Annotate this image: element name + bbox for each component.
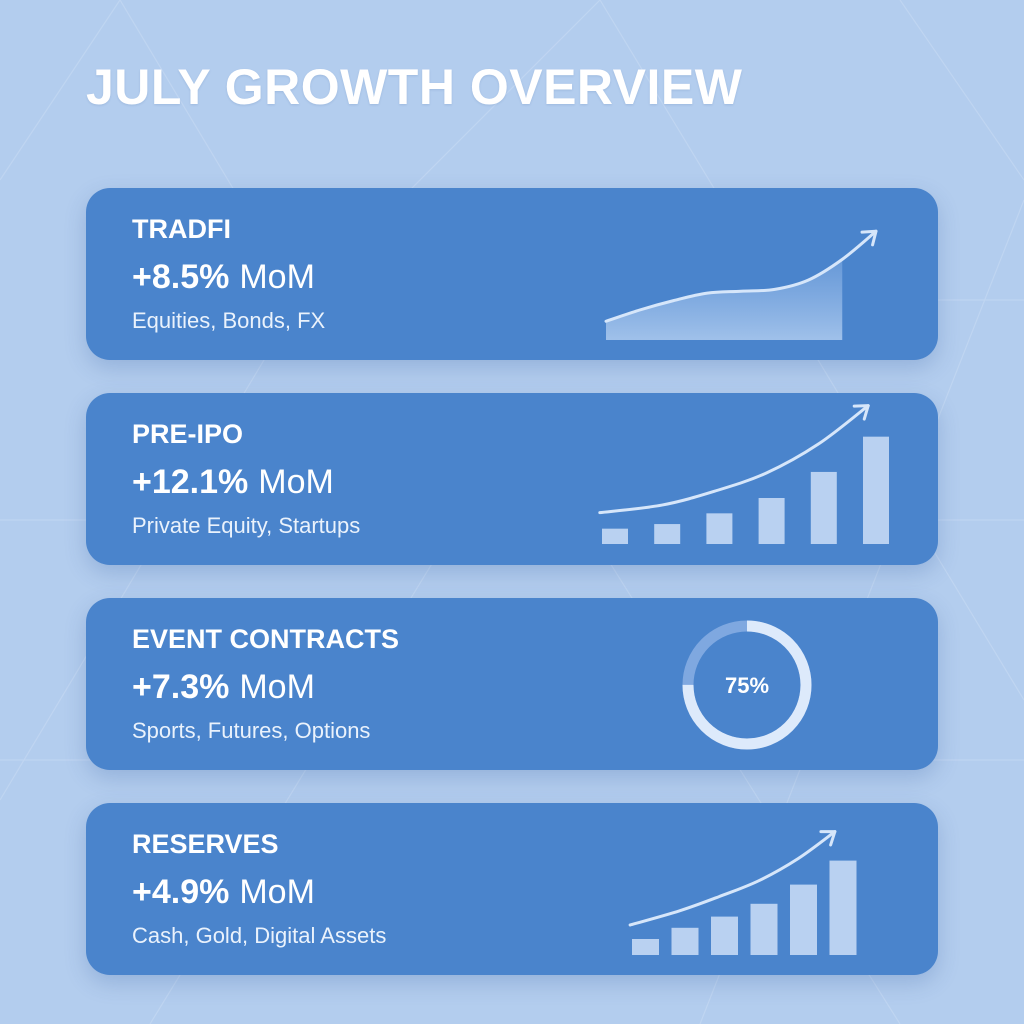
bar — [671, 927, 699, 955]
pre-ipo-chart — [598, 404, 889, 544]
bar — [706, 513, 733, 544]
card-subtitle: Cash, Gold, Digital Assets — [132, 923, 387, 948]
bar — [758, 498, 785, 544]
card-subtitle: Sports, Futures, Options — [132, 718, 371, 743]
card-reserves: RESERVES +4.9% MoM Cash, Gold, Digital As… — [86, 803, 938, 975]
card-event-contracts: 75% EVENT CONTRACTS +7.3% MoM Sports, Fut… — [86, 598, 938, 770]
trend-arrow-head — [852, 404, 870, 421]
event-contracts-chart: 75% — [682, 620, 812, 750]
growth-value: +7.3% — [132, 668, 230, 706]
card-tradfi: TRADFI +8.5% MoM Equities, Bonds, FX — [86, 188, 938, 360]
growth-unit: MoM — [239, 258, 315, 296]
tradfi-chart — [604, 229, 878, 340]
growth-unit: MoM — [239, 668, 315, 706]
growth-unit: MoM — [258, 463, 334, 501]
bar — [632, 939, 659, 955]
growth-value: +12.1% — [132, 463, 249, 501]
gauge-label: 75% — [725, 673, 769, 698]
bar — [829, 860, 857, 955]
growth-value: +4.9% — [132, 873, 230, 911]
gauge-fill — [682, 620, 812, 750]
bar — [750, 903, 778, 955]
card-metric: +12.1% MoM — [132, 463, 334, 502]
bar — [790, 884, 817, 955]
bar — [863, 436, 889, 544]
bar — [602, 528, 628, 544]
trend-arrow-head — [860, 229, 878, 247]
trend-arrow-head — [819, 830, 837, 847]
trend-line — [598, 404, 870, 515]
growth-value: +8.5% — [132, 258, 230, 296]
card-title: RESERVES — [132, 829, 279, 859]
card-title: EVENT CONTRACTS — [132, 624, 400, 654]
card-metric: +8.5% MoM — [132, 258, 315, 297]
card-metric: +4.9% MoM — [132, 873, 315, 912]
series-line — [604, 229, 878, 323]
card-title: PRE-IPO — [132, 419, 244, 449]
bar — [711, 916, 738, 955]
card-title: TRADFI — [132, 214, 231, 244]
bar — [654, 524, 681, 544]
reserves-chart — [628, 830, 857, 955]
card-pre-ipo: PRE-IPO +12.1% MoM Private Equity, Startu… — [86, 393, 938, 565]
card-subtitle: Equities, Bonds, FX — [132, 308, 326, 333]
page-title: JULY GROWTH OVERVIEW — [86, 59, 743, 115]
growth-unit: MoM — [239, 873, 315, 911]
bar — [810, 471, 837, 544]
card-subtitle: Private Equity, Startups — [132, 513, 361, 538]
trend-line — [628, 830, 837, 927]
card-metric: +7.3% MoM — [132, 668, 315, 707]
area-fill — [606, 259, 843, 340]
